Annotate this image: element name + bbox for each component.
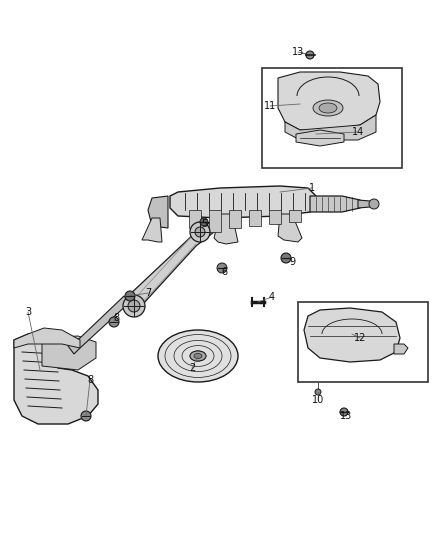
Polygon shape: [394, 344, 408, 354]
Circle shape: [200, 218, 208, 226]
Bar: [298, 302, 428, 382]
Text: 9: 9: [289, 257, 295, 267]
Text: 3: 3: [25, 307, 31, 317]
Polygon shape: [42, 336, 96, 370]
Polygon shape: [189, 210, 201, 228]
Polygon shape: [229, 210, 241, 228]
Circle shape: [281, 253, 291, 263]
Circle shape: [217, 263, 227, 273]
Polygon shape: [285, 115, 376, 140]
Text: 8: 8: [113, 313, 119, 323]
Polygon shape: [14, 328, 80, 348]
Circle shape: [128, 300, 140, 312]
Circle shape: [81, 411, 91, 421]
Ellipse shape: [319, 103, 337, 113]
Polygon shape: [304, 308, 400, 362]
Text: 4: 4: [269, 292, 275, 302]
Polygon shape: [249, 210, 261, 226]
Polygon shape: [310, 196, 364, 212]
Circle shape: [195, 227, 205, 237]
Text: 1: 1: [309, 183, 315, 193]
Circle shape: [125, 291, 135, 301]
Ellipse shape: [190, 351, 206, 361]
Polygon shape: [296, 130, 344, 146]
Bar: [262, 68, 402, 168]
Text: 2: 2: [189, 363, 195, 373]
Text: 14: 14: [352, 127, 364, 137]
Text: 13: 13: [292, 47, 304, 57]
Circle shape: [369, 199, 379, 209]
Circle shape: [306, 51, 314, 59]
Text: 11: 11: [264, 101, 276, 111]
Polygon shape: [358, 200, 374, 208]
Polygon shape: [170, 186, 318, 218]
Polygon shape: [14, 334, 98, 424]
Circle shape: [190, 222, 210, 242]
Polygon shape: [269, 210, 281, 224]
Text: 12: 12: [354, 333, 366, 343]
Ellipse shape: [313, 100, 343, 116]
Text: 8: 8: [87, 375, 93, 385]
Text: 6: 6: [221, 267, 227, 277]
Circle shape: [315, 389, 321, 395]
Polygon shape: [148, 196, 168, 228]
Circle shape: [340, 408, 348, 416]
Text: 5: 5: [201, 219, 207, 229]
Polygon shape: [289, 210, 301, 222]
Circle shape: [109, 317, 119, 327]
Text: 7: 7: [145, 288, 151, 298]
Circle shape: [123, 295, 145, 317]
Text: 13: 13: [340, 411, 352, 421]
Polygon shape: [278, 72, 380, 130]
Ellipse shape: [158, 330, 238, 382]
Polygon shape: [126, 220, 214, 316]
Polygon shape: [209, 210, 221, 232]
Polygon shape: [214, 214, 238, 244]
Text: 10: 10: [312, 395, 324, 405]
Ellipse shape: [194, 353, 202, 359]
Polygon shape: [142, 218, 162, 242]
Polygon shape: [68, 296, 130, 354]
Polygon shape: [278, 214, 302, 242]
